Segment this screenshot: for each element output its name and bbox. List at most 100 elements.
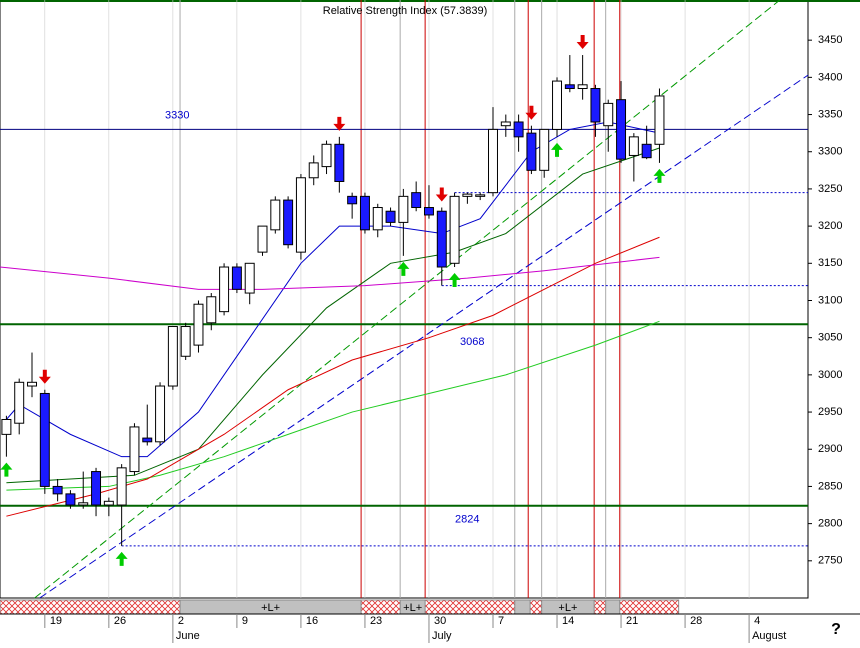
y-tick-label: 2800 bbox=[818, 518, 842, 530]
candle-body bbox=[219, 266, 230, 313]
plot-layer: 3330 3068 2824 bbox=[0, 0, 812, 599]
plot-area bbox=[0, 0, 809, 599]
candle-body bbox=[539, 128, 550, 171]
candle-body bbox=[244, 262, 255, 294]
candle-body bbox=[257, 225, 268, 253]
candle-body bbox=[628, 136, 639, 156]
candle-body bbox=[27, 381, 37, 387]
candle-body bbox=[347, 195, 358, 205]
buy-arrow bbox=[0, 462, 13, 477]
candle-body bbox=[295, 177, 306, 253]
candle-body bbox=[475, 194, 486, 197]
band-label: +L+ bbox=[558, 602, 577, 614]
y-tick-label: 3150 bbox=[818, 257, 842, 269]
month-label: July bbox=[432, 630, 452, 642]
buy-arrow bbox=[448, 273, 461, 288]
candle-body bbox=[180, 326, 191, 357]
candle-body bbox=[513, 121, 524, 138]
band-label: +L+ bbox=[261, 602, 280, 614]
candle-body bbox=[52, 485, 63, 495]
x-tick-label: 23 bbox=[370, 615, 382, 627]
sell-arrow bbox=[38, 369, 51, 384]
y-tick-label: 3100 bbox=[818, 294, 842, 306]
x-tick-label: 9 bbox=[242, 615, 248, 627]
moving-average bbox=[6, 121, 660, 458]
y-tick-label: 3200 bbox=[818, 220, 842, 232]
candle-body bbox=[270, 199, 281, 231]
candle-body bbox=[654, 95, 665, 145]
candle-body bbox=[552, 80, 563, 130]
chart-title: Relative Strength Index (57.3839) bbox=[323, 5, 488, 17]
y-tick-label: 3300 bbox=[818, 146, 842, 158]
y-tick-label: 3000 bbox=[818, 369, 842, 381]
y-tick-label: 3050 bbox=[818, 332, 842, 344]
help-icon[interactable]: ? bbox=[831, 621, 841, 638]
candle-body bbox=[142, 437, 153, 443]
candle-body bbox=[1, 418, 12, 435]
candle-body bbox=[103, 500, 114, 506]
level-label: 3068 bbox=[460, 336, 484, 348]
y-tick-label: 2850 bbox=[818, 480, 842, 492]
candle-body bbox=[116, 467, 127, 506]
level-label: 2824 bbox=[455, 514, 479, 526]
y-tick-label: 3250 bbox=[818, 183, 842, 195]
candle-body bbox=[372, 207, 383, 231]
candle-body bbox=[449, 195, 460, 264]
y-tick-label: 2900 bbox=[818, 443, 842, 455]
sell-arrow bbox=[525, 105, 538, 120]
candle-body bbox=[167, 326, 178, 387]
candle-body bbox=[462, 193, 473, 197]
candle-body bbox=[500, 121, 511, 127]
band bbox=[514, 599, 531, 615]
month-label: August bbox=[752, 630, 786, 642]
level-label: 3330 bbox=[165, 109, 189, 121]
buy-arrow bbox=[551, 142, 564, 157]
candle-body bbox=[590, 88, 601, 123]
x-tick-label: 7 bbox=[498, 615, 504, 627]
x-tick-label: 30 bbox=[434, 615, 446, 627]
candle-body bbox=[616, 99, 627, 160]
candle-body bbox=[423, 207, 434, 216]
candle-body bbox=[129, 426, 140, 473]
candle-body bbox=[308, 162, 319, 179]
candle-body bbox=[78, 502, 89, 506]
candle-body bbox=[321, 143, 332, 168]
candle-body bbox=[14, 381, 25, 424]
candle-body bbox=[641, 143, 652, 159]
x-tick-label: 28 bbox=[690, 615, 702, 627]
candle-body bbox=[526, 132, 537, 171]
candle-body bbox=[398, 195, 409, 223]
candle-body bbox=[436, 210, 447, 268]
month-label: June bbox=[176, 630, 200, 642]
band bbox=[605, 599, 621, 615]
candle-body bbox=[577, 84, 588, 90]
sell-arrow bbox=[576, 35, 589, 50]
band-label: +L+ bbox=[403, 602, 422, 614]
candle-body bbox=[39, 392, 50, 487]
candle-body bbox=[488, 128, 498, 194]
y-tick-label: 3400 bbox=[818, 71, 842, 83]
candle-body bbox=[603, 102, 614, 127]
candle-body bbox=[155, 385, 166, 443]
x-tick-label: 19 bbox=[50, 615, 62, 627]
x-tick-label: 4 bbox=[754, 615, 760, 627]
moving-average bbox=[6, 320, 660, 491]
y-tick-label: 3350 bbox=[818, 108, 842, 120]
x-tick-label: 26 bbox=[114, 615, 126, 627]
candle-body bbox=[564, 84, 575, 90]
x-tick-label: 2 bbox=[178, 615, 184, 627]
x-tick-label: 14 bbox=[562, 615, 574, 627]
trendline bbox=[39, 74, 809, 599]
candle-body bbox=[411, 192, 422, 209]
sell-arrow bbox=[333, 116, 346, 131]
y-tick-label: 3450 bbox=[818, 34, 842, 46]
candle-body bbox=[359, 195, 370, 231]
x-tick-label: 16 bbox=[306, 615, 318, 627]
moving-average bbox=[0, 256, 660, 290]
buy-arrow bbox=[653, 168, 666, 183]
candle-body bbox=[65, 493, 76, 506]
candle-body bbox=[206, 296, 217, 324]
candle-body bbox=[283, 199, 294, 246]
buy-arrow bbox=[115, 551, 128, 566]
